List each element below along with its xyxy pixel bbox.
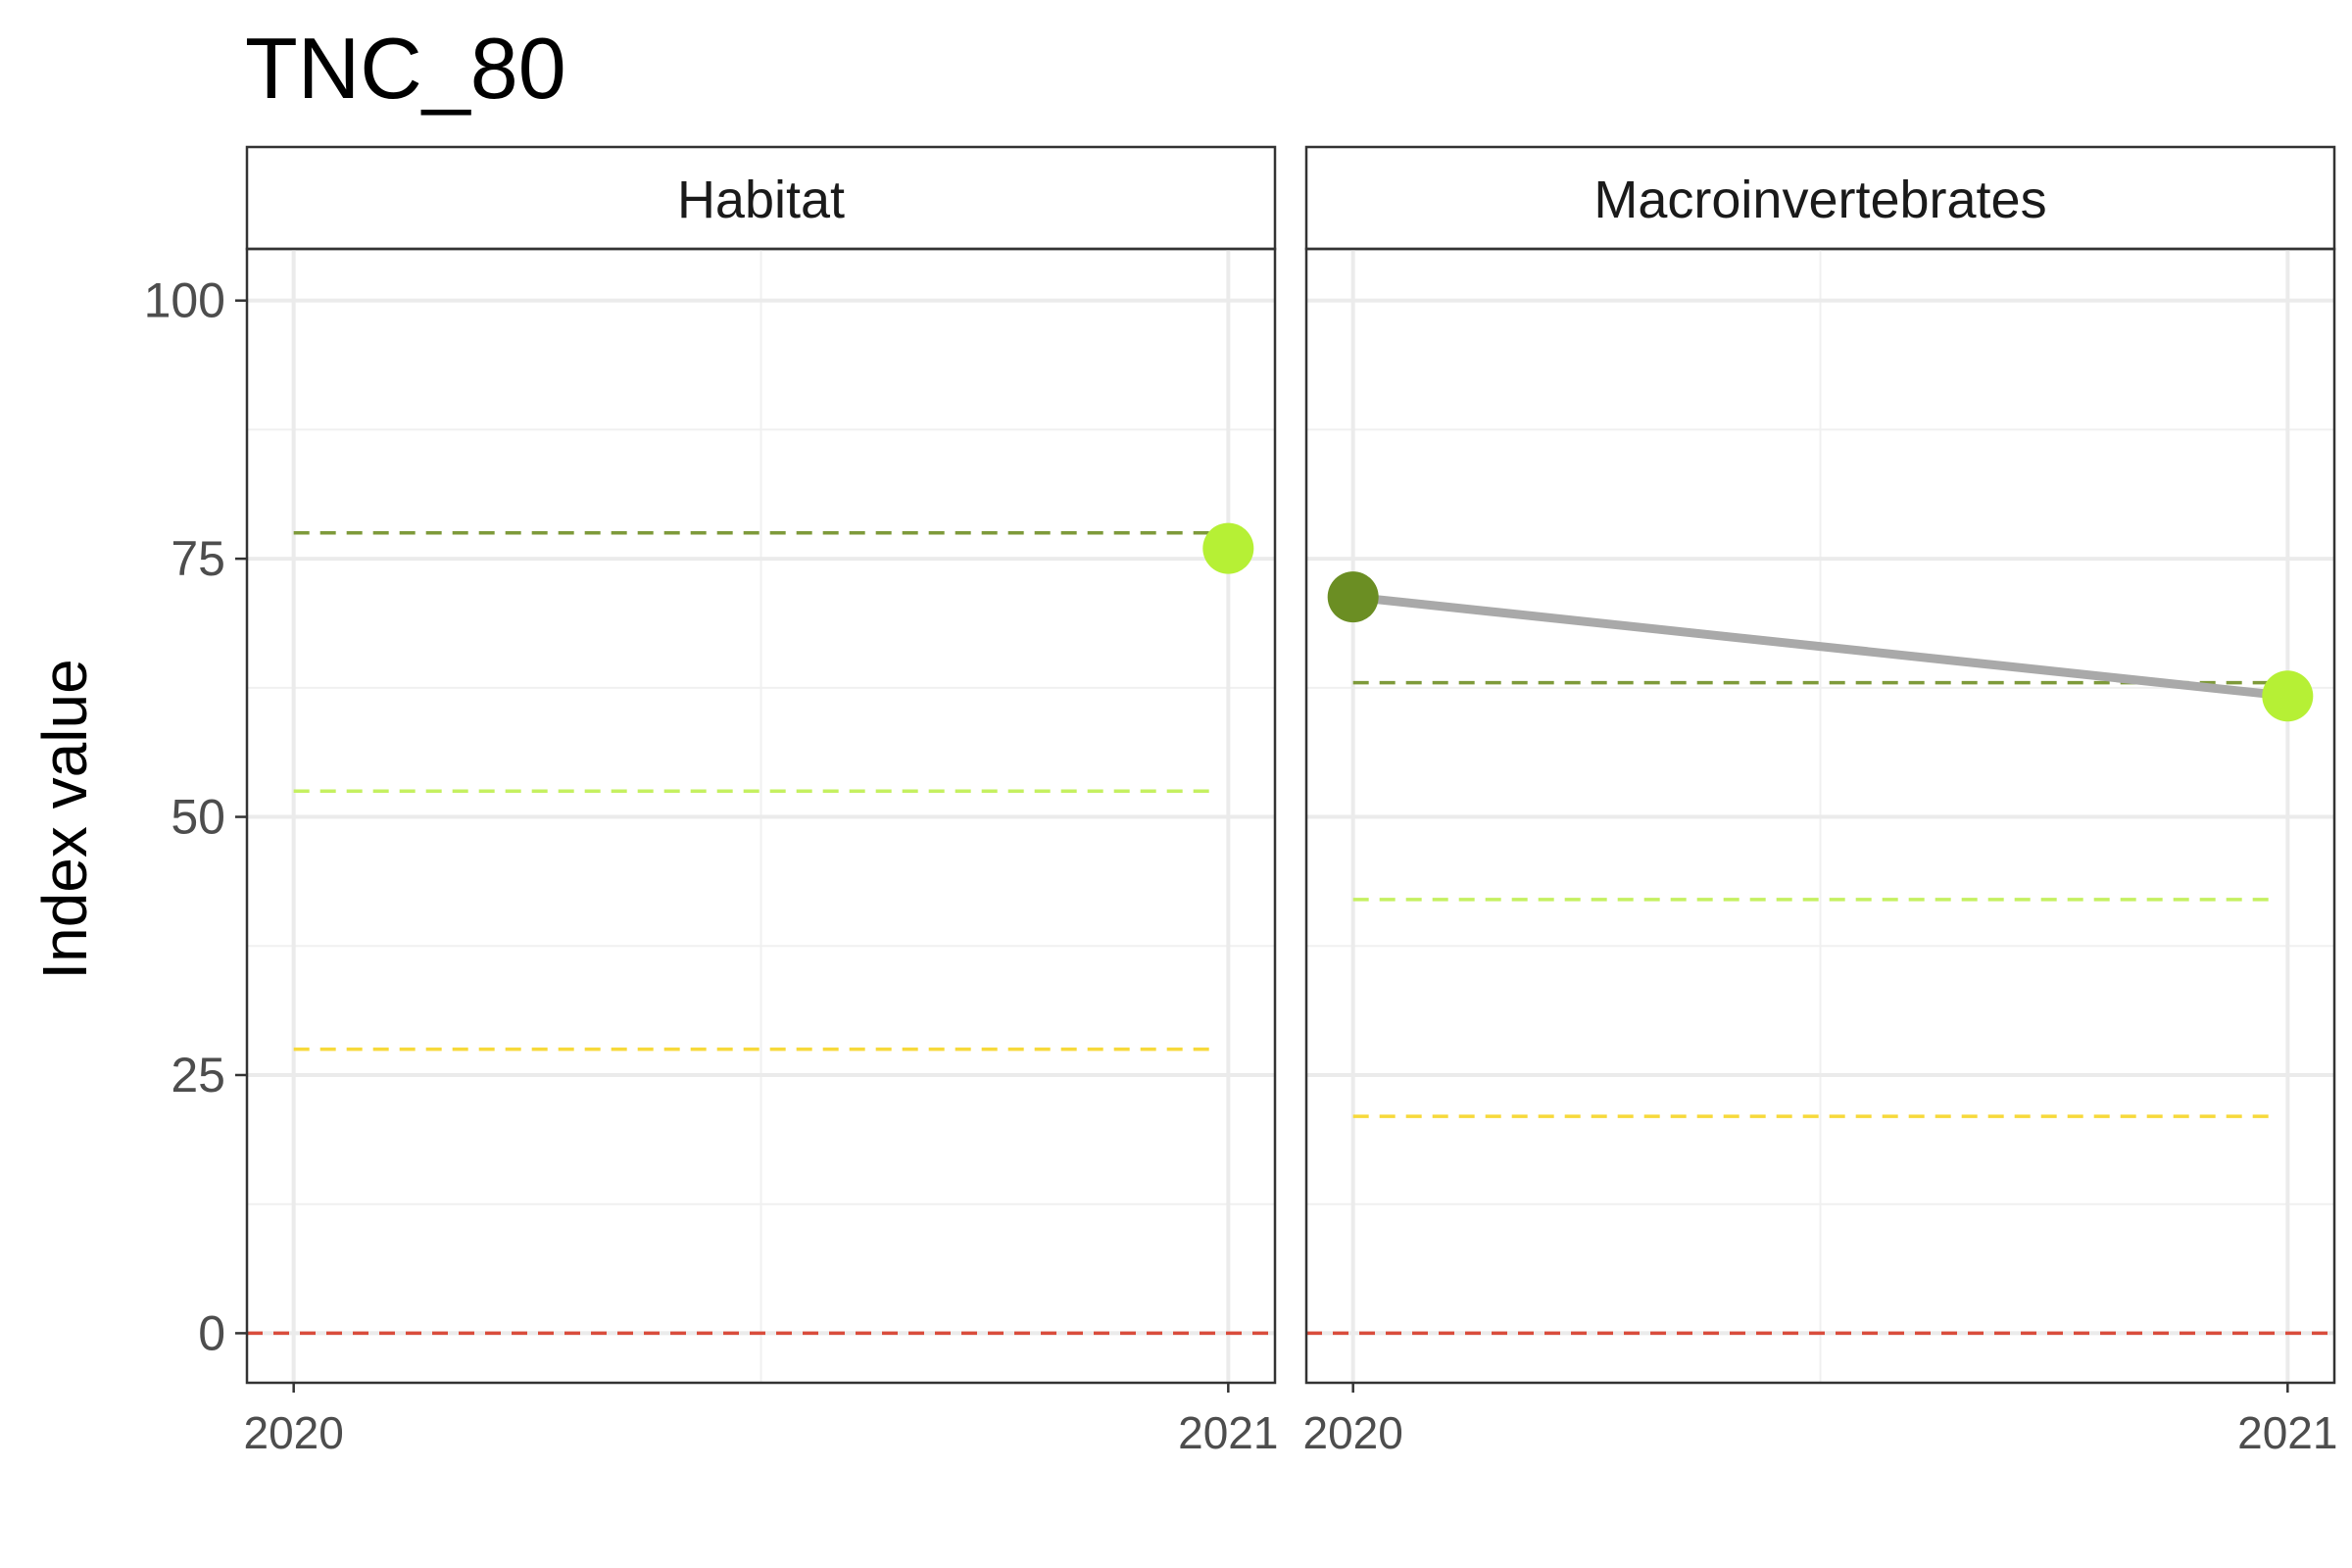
data-point (1327, 571, 1379, 623)
y-tick-label: 25 (171, 1048, 225, 1102)
y-tick-label: 75 (171, 531, 225, 586)
panel-border (1304, 247, 2336, 1385)
x-tick-label: 2020 (244, 1407, 344, 1458)
x-tick-label: 2020 (1303, 1407, 1403, 1458)
facet-strip-label: Macroinvertebrates (1593, 171, 2046, 229)
series-line (1352, 592, 2288, 701)
y-tick-label: 50 (171, 790, 225, 845)
x-tick-label: 2021 (2237, 1407, 2337, 1458)
facet-strip-label: Habitat (677, 171, 845, 229)
facet-strip (245, 145, 1277, 251)
x-tick-label: 2021 (1178, 1407, 1278, 1458)
chart-title: TNC_80 (245, 20, 566, 117)
facet-strip (1304, 145, 2336, 251)
facet-panel: Habitat 2020 2021 0 25 50 75 100 (144, 145, 1278, 1458)
y-tick-label: 100 (144, 273, 225, 328)
facet-panel: Macroinvertebrates 2020 2021 (1303, 145, 2337, 1458)
data-point (1202, 522, 1254, 574)
data-point (2262, 670, 2314, 722)
y-tick-label: 0 (198, 1305, 225, 1360)
facet-panels: Habitat 2020 2021 0 25 50 75 100 Macroinvertebra… (144, 145, 2337, 1458)
y-axis-label: Index value (29, 659, 100, 979)
